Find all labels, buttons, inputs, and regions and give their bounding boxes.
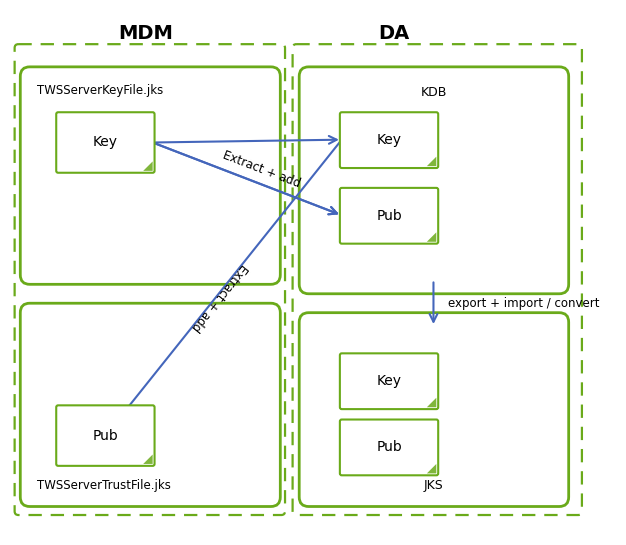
Polygon shape [427, 156, 436, 166]
Text: Pub: Pub [376, 440, 402, 455]
Polygon shape [427, 232, 436, 242]
Text: MDM: MDM [118, 25, 173, 43]
Polygon shape [427, 398, 436, 407]
Text: JKS: JKS [424, 479, 443, 492]
FancyBboxPatch shape [340, 188, 438, 244]
Text: DA: DA [378, 25, 409, 43]
FancyBboxPatch shape [299, 313, 568, 506]
Text: TWSServerTrustFile.jks: TWSServerTrustFile.jks [38, 479, 171, 492]
Polygon shape [427, 464, 436, 474]
FancyBboxPatch shape [20, 303, 280, 506]
FancyBboxPatch shape [56, 112, 155, 173]
FancyBboxPatch shape [340, 353, 438, 409]
Text: Extract + add: Extract + add [188, 261, 250, 333]
FancyBboxPatch shape [340, 112, 438, 168]
FancyBboxPatch shape [299, 67, 568, 294]
Text: Pub: Pub [93, 428, 118, 443]
Text: KDB: KDB [420, 86, 447, 99]
Polygon shape [143, 455, 153, 464]
Text: Key: Key [376, 133, 401, 147]
FancyBboxPatch shape [56, 405, 155, 466]
FancyBboxPatch shape [20, 67, 280, 284]
Text: Key: Key [376, 374, 401, 388]
Polygon shape [143, 161, 153, 171]
Text: TWSServerKeyFile.jks: TWSServerKeyFile.jks [38, 84, 163, 97]
FancyBboxPatch shape [340, 420, 438, 475]
Text: Extract + add: Extract + add [221, 149, 302, 190]
Text: Pub: Pub [376, 209, 402, 223]
Text: Key: Key [93, 136, 118, 149]
Text: export + import / convert: export + import / convert [448, 296, 599, 310]
